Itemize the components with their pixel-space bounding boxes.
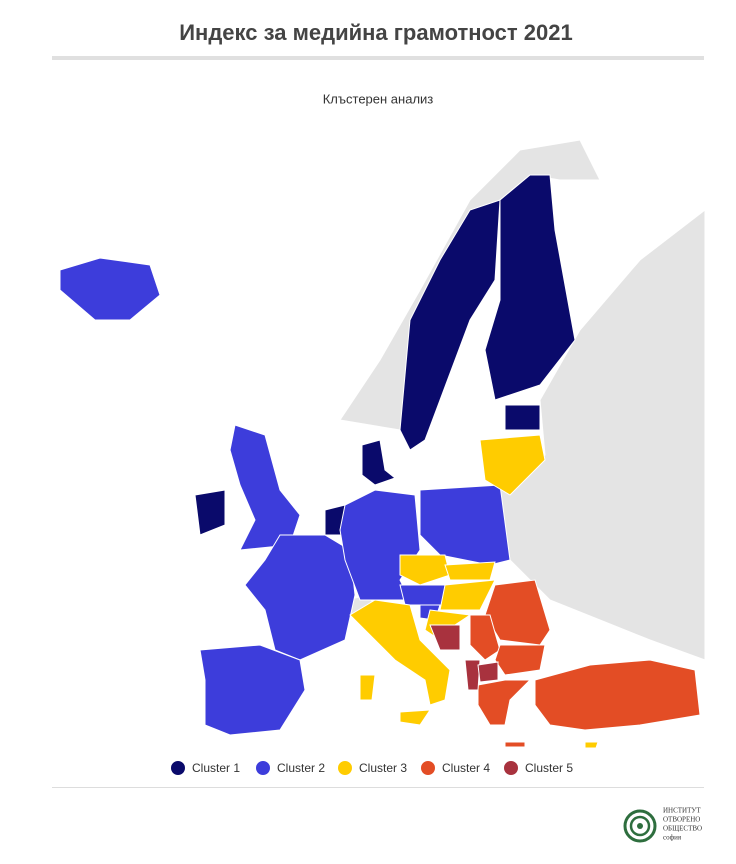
logo-text: софия (663, 834, 682, 842)
legend-label: Cluster 5 (525, 761, 573, 775)
country (399, 199, 501, 451)
country (399, 709, 431, 726)
country (429, 624, 461, 651)
country (469, 614, 501, 661)
legend-swatch (504, 761, 518, 775)
country (439, 579, 496, 611)
legend-swatch (171, 761, 185, 775)
logo-text: ОТВОРЕНО (663, 816, 700, 824)
country (361, 439, 397, 486)
title: Индекс за медийна грамотност 2021 (179, 20, 573, 45)
country (584, 741, 599, 749)
logo-mark (629, 815, 651, 837)
legend-label: Cluster 1 (192, 761, 240, 775)
country (477, 661, 499, 683)
logo-text: ИНСТИТУТ (663, 807, 701, 815)
logo-mark (637, 823, 643, 829)
country (504, 741, 526, 748)
country (464, 659, 481, 691)
title-rule (52, 56, 704, 60)
country (244, 534, 356, 661)
logo-text: ОБЩЕСТВО (663, 825, 702, 833)
legend-label: Cluster 4 (442, 761, 490, 775)
map (59, 139, 706, 749)
legend-swatch (421, 761, 435, 775)
legend-swatch (338, 761, 352, 775)
country (477, 679, 532, 726)
country (229, 424, 301, 551)
country (479, 434, 546, 496)
legend-label: Cluster 3 (359, 761, 407, 775)
country (59, 257, 161, 321)
logo: ИНСТИТУТ ОТВОРЕНО ОБЩЕСТВО софия (623, 807, 702, 843)
country (444, 561, 496, 581)
country (349, 599, 451, 706)
country (504, 404, 541, 431)
country (534, 659, 701, 731)
country (359, 674, 376, 701)
country (419, 484, 511, 566)
footer-rule (52, 787, 704, 788)
subtitle: Клъстерен анализ (323, 91, 434, 106)
country (199, 644, 306, 736)
country (399, 554, 451, 586)
country (194, 489, 226, 536)
legend: Cluster 1 Cluster 2 Cluster 3 Cluster 4 Clus… (171, 761, 573, 775)
legend-label: Cluster 2 (277, 761, 325, 775)
legend-swatch (256, 761, 270, 775)
country (484, 174, 576, 401)
country (494, 644, 546, 676)
logo-mark (623, 809, 657, 843)
